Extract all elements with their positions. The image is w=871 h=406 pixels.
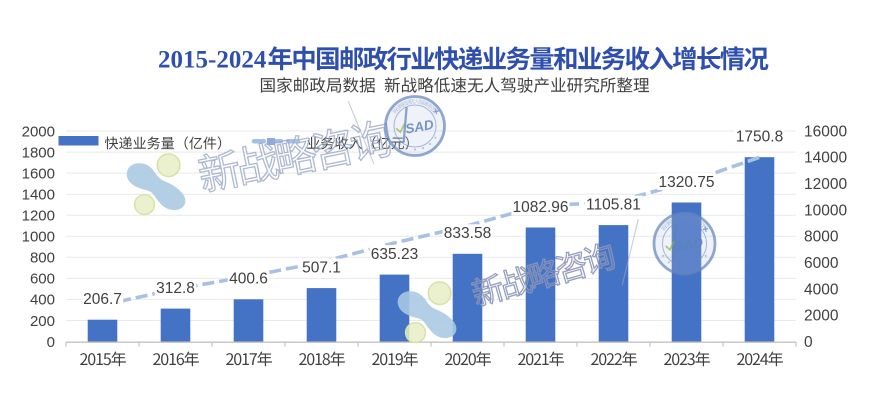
svg-text:1320.75: 1320.75 (658, 174, 714, 191)
svg-text:200: 200 (30, 313, 55, 330)
svg-text:6000: 6000 (804, 255, 839, 272)
svg-text:312.8: 312.8 (156, 280, 195, 297)
svg-text:12000: 12000 (804, 176, 847, 193)
svg-text:1600: 1600 (22, 165, 55, 182)
svg-text:1800: 1800 (22, 144, 55, 161)
svg-text:16000: 16000 (804, 123, 847, 140)
svg-text:2000: 2000 (804, 308, 839, 325)
svg-text:SAD: SAD (404, 117, 435, 137)
svg-text:635.23: 635.23 (371, 246, 418, 263)
svg-text:+: + (432, 106, 440, 119)
svg-text:2015-2024: 2015-2024 (158, 47, 267, 74)
svg-text:1082.96: 1082.96 (512, 199, 568, 216)
svg-text:10000: 10000 (804, 202, 847, 219)
svg-text:1105.81: 1105.81 (586, 196, 641, 213)
svg-text:0: 0 (804, 334, 813, 351)
svg-text:8000: 8000 (804, 229, 839, 246)
svg-text:SAD: SAD (674, 234, 705, 254)
svg-text:206.7: 206.7 (83, 291, 122, 308)
svg-text:400.6: 400.6 (229, 271, 268, 288)
svg-text:+: + (701, 223, 709, 236)
svg-text:600: 600 (30, 271, 55, 288)
svg-text:400: 400 (30, 292, 55, 309)
svg-text:507.1: 507.1 (302, 259, 341, 276)
svg-text:0: 0 (47, 334, 55, 351)
svg-text:2000: 2000 (22, 123, 55, 140)
svg-text:4000: 4000 (804, 281, 839, 298)
svg-text:1750.8: 1750.8 (736, 129, 783, 146)
svg-text:1400: 1400 (22, 187, 55, 204)
svg-text:1000: 1000 (22, 229, 55, 246)
svg-text:800: 800 (30, 250, 55, 267)
svg-text:1200: 1200 (22, 208, 55, 225)
svg-text:14000: 14000 (804, 150, 847, 167)
svg-text:833.58: 833.58 (444, 225, 491, 242)
